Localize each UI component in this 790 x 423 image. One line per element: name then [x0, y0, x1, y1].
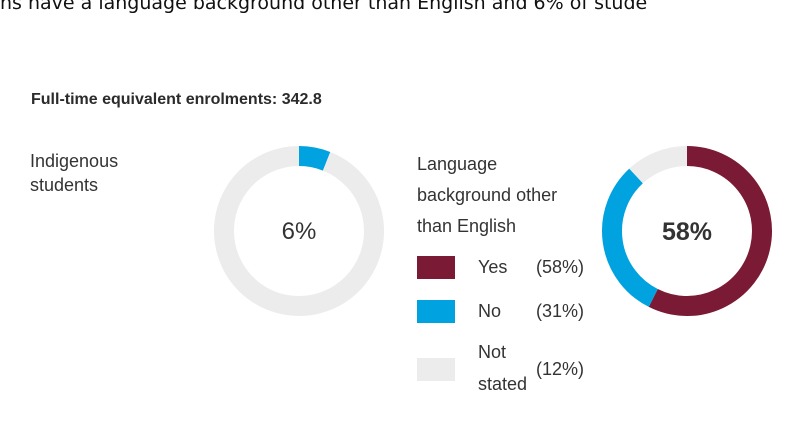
- legend-swatch-not-stated: [417, 358, 455, 381]
- legend-label-no: No: [478, 301, 502, 321]
- indigenous-center-label: 6%: [282, 218, 317, 245]
- legend-label-not-stated-line2: stated: [478, 374, 528, 394]
- legend-label-yes: Yes: [478, 257, 508, 277]
- language-title-line1: Language: [417, 154, 498, 174]
- legend-swatch-no: [417, 300, 455, 323]
- donut-segment-no: [602, 168, 659, 307]
- indigenous-label: Indigenous students: [30, 149, 180, 197]
- fte-enrolments-heading: Full-time equivalent enrolments: 342.8: [31, 91, 322, 108]
- legend-label-not-stated-line1: Not: [478, 342, 507, 362]
- legend-pct-yes: (58%): [536, 257, 585, 277]
- indigenous-donut-chart: 6%: [214, 146, 384, 316]
- legend-swatch-yes: [417, 256, 455, 279]
- legend-pct-not-stated: (12%): [536, 359, 585, 379]
- language-center-label: 58%: [662, 218, 712, 246]
- legend-pct-no: (31%): [536, 301, 585, 321]
- language-donut-chart: 58%: [602, 146, 772, 316]
- language-title-line3: than English: [417, 216, 517, 236]
- donut-segment-other: [214, 146, 384, 316]
- legend-item-not-stated: Not stated (12%): [417, 342, 584, 394]
- intro-text-fragment: ns have a language background other than…: [0, 0, 648, 14]
- language-chart-title: Language background other than English: [417, 149, 592, 242]
- indigenous-label-line1: Indigenous: [30, 151, 119, 171]
- legend-item-no: No (31%): [417, 300, 584, 323]
- donut-segment-not-stated: [629, 146, 688, 184]
- language-title-line2: background other: [417, 185, 558, 205]
- indigenous-label-line2: students: [30, 175, 99, 195]
- donut-segment-yes: [648, 146, 772, 316]
- donut-segment-indigenous: [298, 146, 331, 171]
- legend-item-yes: Yes (58%): [417, 256, 584, 279]
